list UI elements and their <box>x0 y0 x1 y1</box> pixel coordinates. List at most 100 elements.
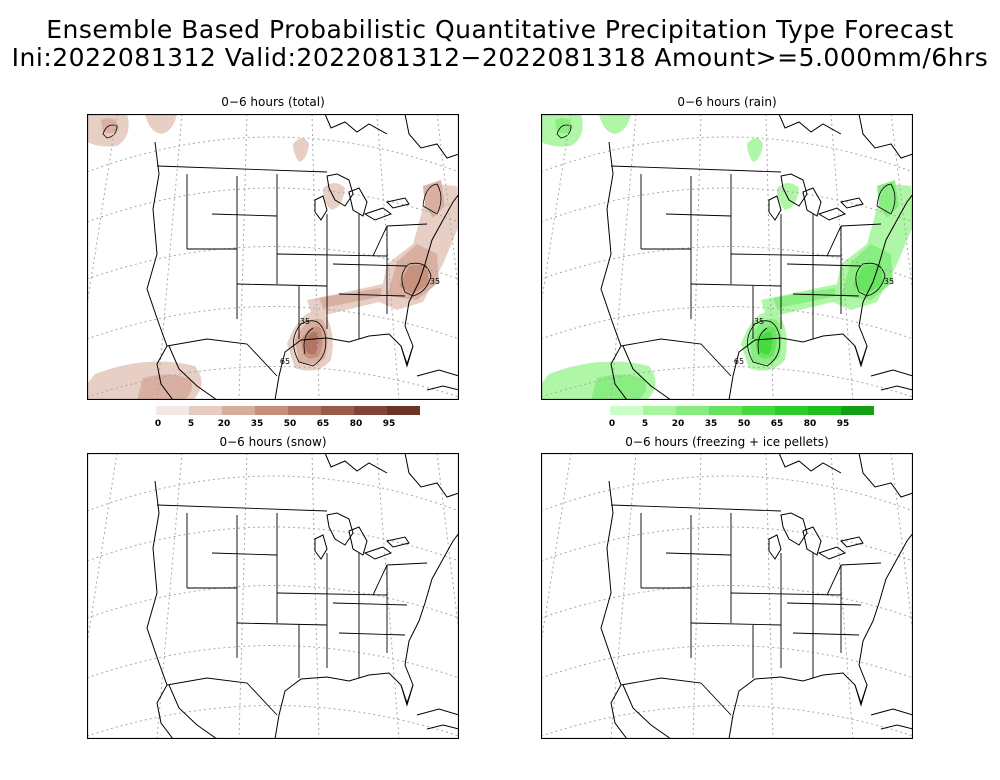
coastline <box>768 534 782 560</box>
probability-field <box>541 114 913 400</box>
colorbar-swatch <box>775 406 808 415</box>
probability-area <box>305 332 319 355</box>
state-border <box>298 564 388 678</box>
coastline <box>622 345 672 400</box>
colorbar-tick-label: 0 <box>609 419 615 429</box>
probability-area <box>137 374 192 400</box>
coastline <box>404 453 459 498</box>
state-border <box>186 513 278 658</box>
colorbar-tick-label: 5 <box>188 419 194 429</box>
colorbar-swatch <box>841 406 874 415</box>
coastline <box>326 173 354 207</box>
probability-area <box>853 264 883 294</box>
map-background <box>87 453 459 739</box>
state-borders <box>156 504 428 716</box>
state-border <box>620 338 732 377</box>
state-borders <box>610 165 882 377</box>
colorbar-swatch <box>156 406 189 415</box>
panel-title-snow: 0−6 hours (snow) <box>219 435 327 449</box>
colorbar-tick-label: 50 <box>738 419 751 429</box>
coastline <box>326 512 354 546</box>
contour-line <box>757 327 768 355</box>
coastline <box>854 684 868 707</box>
probability-field <box>87 114 459 400</box>
lat-lon-line <box>87 585 459 619</box>
state-border <box>156 504 328 512</box>
lat-lon-line <box>87 136 459 173</box>
lat-lon-line <box>541 136 913 173</box>
probability-area <box>293 138 309 162</box>
colorbar-rain: 0 5 20 35 50 65 80 95 <box>609 406 880 429</box>
probability-area <box>591 374 646 400</box>
state-border <box>786 562 882 653</box>
colorbar-tick-label: 95 <box>837 419 850 429</box>
coastlines <box>600 453 913 739</box>
contour-line <box>293 320 327 367</box>
colorbar-swatch <box>189 406 222 415</box>
colorbar-swatch <box>676 406 709 415</box>
coastline <box>168 684 218 739</box>
colorbar-swatch <box>742 406 775 415</box>
state-border <box>620 677 732 716</box>
map-background <box>541 453 913 739</box>
map-panel-snow <box>87 453 459 739</box>
coastlines <box>600 114 913 400</box>
colorbar-tick-label: 50 <box>284 419 297 429</box>
state-border <box>166 677 278 716</box>
coastline <box>778 114 842 135</box>
graticule-lines <box>87 453 459 739</box>
contour-line <box>303 327 314 355</box>
coastline <box>600 480 628 739</box>
colorbar-swatch <box>808 406 841 415</box>
coastline <box>426 724 459 730</box>
state-border <box>640 513 732 658</box>
state-border <box>610 165 782 173</box>
state-border <box>186 174 278 319</box>
figure-title-line1: Ensemble Based Probabilistic Quantitativ… <box>46 15 954 44</box>
panel-title-total: 0−6 hours (total) <box>221 95 325 109</box>
coastline <box>314 534 328 560</box>
contour-label: 35 <box>430 277 440 286</box>
state-borders <box>156 165 428 377</box>
colorbar-swatch <box>387 406 420 415</box>
colorbar-total: 0 5 20 35 50 65 80 95 <box>155 406 426 429</box>
state-border <box>156 165 328 173</box>
lat-lon-line <box>87 306 459 340</box>
lat-lon-line <box>87 526 459 562</box>
contour-lines <box>556 124 896 367</box>
coastline <box>880 385 913 391</box>
colorbar-swatch <box>610 406 643 415</box>
colorbar-tick-label: 5 <box>642 419 648 429</box>
colorbar-swatch <box>288 406 321 415</box>
coastline <box>404 114 459 159</box>
colorbar-swatch <box>709 406 742 415</box>
coastline <box>348 526 368 556</box>
contour-line <box>422 183 442 215</box>
coastline <box>363 207 393 221</box>
state-borders <box>610 504 882 716</box>
coastline <box>802 187 822 217</box>
probability-area <box>145 114 177 134</box>
map-frame <box>87 453 459 739</box>
lat-lon-line <box>541 585 913 619</box>
state-border <box>610 504 782 512</box>
coastline <box>622 684 672 739</box>
state-border <box>236 553 388 678</box>
graticule-lines <box>87 114 459 400</box>
contour-label: 35 <box>754 317 764 326</box>
coastline <box>880 724 913 730</box>
panel-title-freezing: 0−6 hours (freezing + ice pellets) <box>625 435 829 449</box>
coastline <box>400 684 414 707</box>
contour-label: 35 <box>884 277 894 286</box>
coastline <box>348 187 368 217</box>
state-border <box>752 225 842 339</box>
state-border <box>332 223 428 314</box>
colorbar-tick-label: 35 <box>705 419 718 429</box>
map-frame <box>541 114 913 400</box>
contour-line <box>556 124 572 139</box>
coastline <box>146 480 174 739</box>
coastline <box>802 526 822 556</box>
probability-area <box>319 288 383 308</box>
colorbar-tick-label: 80 <box>350 419 363 429</box>
lat-lon-line <box>87 187 459 223</box>
